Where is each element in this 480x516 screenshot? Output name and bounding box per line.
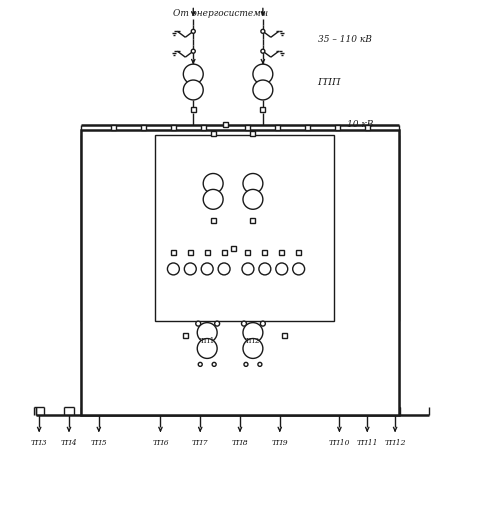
Text: ТП9: ТП9 bbox=[272, 439, 288, 447]
Bar bbox=[263, 250, 267, 254]
Bar bbox=[230, 246, 236, 251]
Text: ТП11: ТП11 bbox=[357, 439, 378, 447]
Bar bbox=[171, 125, 176, 130]
Circle shape bbox=[218, 263, 230, 275]
Bar bbox=[191, 107, 196, 112]
Circle shape bbox=[192, 49, 195, 53]
Text: ТП1: ТП1 bbox=[200, 336, 215, 345]
Circle shape bbox=[168, 263, 180, 275]
Text: ТП2: ТП2 bbox=[245, 336, 261, 345]
Circle shape bbox=[197, 338, 217, 359]
Circle shape bbox=[242, 263, 254, 275]
Circle shape bbox=[241, 321, 246, 326]
Bar bbox=[335, 125, 340, 130]
Bar bbox=[201, 125, 206, 130]
Bar bbox=[211, 218, 216, 223]
Circle shape bbox=[293, 263, 305, 275]
Text: РП: РП bbox=[334, 197, 348, 206]
Circle shape bbox=[198, 362, 202, 366]
Circle shape bbox=[203, 173, 223, 194]
Circle shape bbox=[212, 362, 216, 366]
Bar bbox=[245, 250, 251, 254]
Circle shape bbox=[197, 322, 217, 343]
Circle shape bbox=[192, 29, 195, 34]
Bar bbox=[296, 250, 301, 254]
Bar bbox=[183, 333, 188, 338]
Circle shape bbox=[259, 263, 271, 275]
Bar bbox=[282, 333, 287, 338]
Bar bbox=[156, 135, 335, 320]
Bar bbox=[251, 335, 255, 340]
Bar bbox=[111, 125, 116, 130]
Text: ТП10: ТП10 bbox=[329, 439, 350, 447]
Bar bbox=[222, 250, 227, 254]
Text: ТП5: ТП5 bbox=[91, 439, 107, 447]
Text: От энергосистемы: От энергосистемы bbox=[172, 9, 268, 18]
Bar bbox=[171, 250, 176, 254]
Bar bbox=[251, 131, 255, 136]
Circle shape bbox=[183, 64, 203, 84]
Circle shape bbox=[201, 263, 213, 275]
Bar bbox=[279, 250, 284, 254]
Bar bbox=[223, 122, 228, 127]
Text: 10 кВ: 10 кВ bbox=[348, 120, 374, 130]
Bar bbox=[204, 250, 210, 254]
Bar bbox=[141, 125, 146, 130]
Bar bbox=[204, 335, 210, 340]
Bar bbox=[305, 125, 310, 130]
Circle shape bbox=[260, 321, 265, 326]
Circle shape bbox=[243, 173, 263, 194]
Text: 6 кВ: 6 кВ bbox=[334, 244, 354, 252]
Circle shape bbox=[253, 80, 273, 100]
Text: ГПП: ГПП bbox=[318, 77, 341, 87]
Circle shape bbox=[243, 189, 263, 209]
Text: ТП7: ТП7 bbox=[192, 439, 208, 447]
Bar bbox=[188, 250, 193, 254]
Text: ТП8: ТП8 bbox=[232, 439, 248, 447]
Bar bbox=[365, 125, 370, 130]
Text: 35 – 110 кВ: 35 – 110 кВ bbox=[318, 35, 372, 44]
Circle shape bbox=[258, 362, 262, 366]
Circle shape bbox=[276, 263, 288, 275]
Text: ТП6: ТП6 bbox=[152, 439, 169, 447]
Circle shape bbox=[184, 263, 196, 275]
Circle shape bbox=[261, 49, 265, 53]
Circle shape bbox=[183, 80, 203, 100]
Text: ТП3: ТП3 bbox=[31, 439, 48, 447]
Bar bbox=[81, 130, 399, 415]
Bar bbox=[276, 125, 280, 130]
Bar bbox=[245, 125, 251, 130]
Circle shape bbox=[196, 321, 201, 326]
Circle shape bbox=[243, 338, 263, 359]
Bar bbox=[211, 131, 216, 136]
Circle shape bbox=[253, 64, 273, 84]
Circle shape bbox=[243, 322, 263, 343]
Bar bbox=[260, 107, 265, 112]
Circle shape bbox=[261, 29, 265, 34]
Bar bbox=[251, 218, 255, 223]
Text: ТП12: ТП12 bbox=[384, 439, 406, 447]
Circle shape bbox=[215, 321, 220, 326]
Text: ТП4: ТП4 bbox=[60, 439, 77, 447]
Circle shape bbox=[244, 362, 248, 366]
Circle shape bbox=[203, 189, 223, 209]
